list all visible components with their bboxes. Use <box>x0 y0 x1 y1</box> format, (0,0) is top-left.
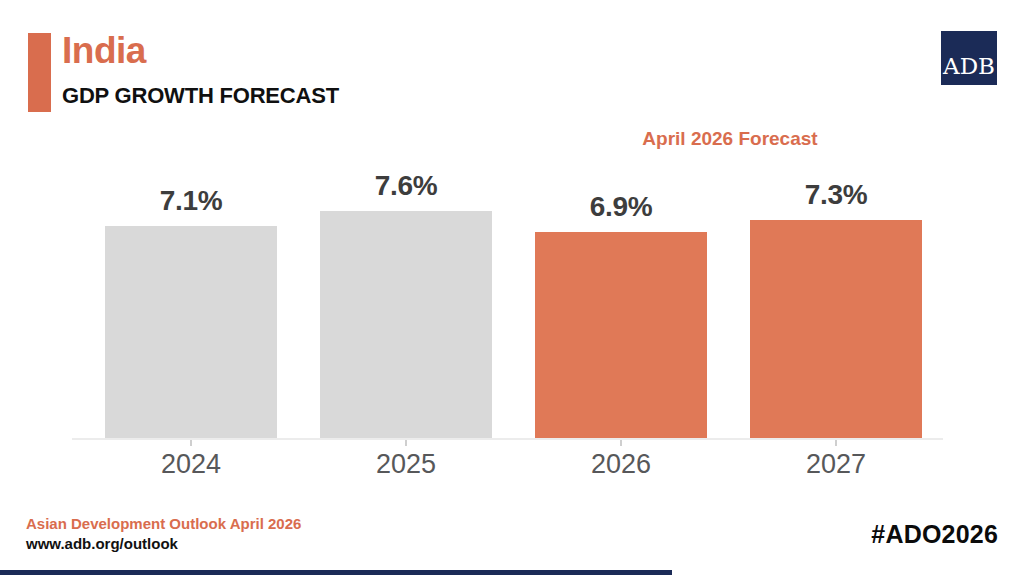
bar-2024 <box>105 226 277 439</box>
footer-url: www.adb.org/outlook <box>26 535 178 552</box>
axis-tick-2024 <box>190 440 192 446</box>
value-label-2024: 7.1% <box>105 185 277 217</box>
infographic-slide: India GDP GROWTH FORECAST ADB April 2026… <box>0 0 1024 575</box>
axis-tick-2025 <box>405 440 407 446</box>
x-axis-label-2025: 2025 <box>320 449 492 480</box>
bar-2026 <box>535 232 707 439</box>
footer-hashtag: #ADO2026 <box>871 520 998 549</box>
x-axis-label-2026: 2026 <box>535 449 707 480</box>
bar-chart: 7.1% 7.6% 6.9% 7.3% 2024 2025 2026 2027 <box>0 0 1024 575</box>
axis-tick-2026 <box>620 440 622 446</box>
axis-tick-2027 <box>835 440 837 446</box>
value-label-2026: 6.9% <box>535 191 707 223</box>
x-axis-label-2024: 2024 <box>105 449 277 480</box>
value-label-2027: 7.3% <box>750 179 922 211</box>
bar-2025 <box>320 211 492 439</box>
footer-source: Asian Development Outlook April 2026 <box>26 515 301 532</box>
value-label-2025: 7.6% <box>320 170 492 202</box>
x-axis-label-2027: 2027 <box>750 449 922 480</box>
bottom-navy-bar <box>0 570 672 575</box>
x-axis-line <box>72 438 943 440</box>
bar-2027 <box>750 220 922 439</box>
